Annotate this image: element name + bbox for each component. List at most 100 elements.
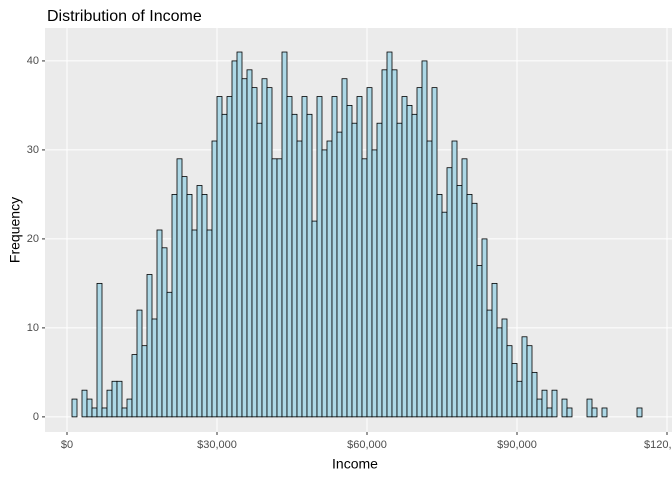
bar [326,140,333,418]
bar [561,398,568,418]
y-tick-label: 20 [27,233,39,245]
bar [466,194,473,418]
bar [106,389,113,418]
x-tick-label: $0 [61,439,73,451]
plot-area [45,28,672,432]
bar [176,158,183,418]
bar [351,122,358,418]
bar [151,318,158,418]
bar [216,96,223,418]
bar [266,87,273,418]
bar [366,87,373,418]
bar [71,398,78,418]
bar [451,140,458,418]
bar [546,407,553,418]
bar [446,167,453,418]
bar [136,309,143,418]
bar [486,309,493,418]
bar [161,247,168,418]
bar [396,122,403,418]
y-axis-label: Frequency [7,197,23,263]
bar [346,105,353,418]
bar [306,113,313,418]
bar [381,69,388,418]
bar [116,380,123,418]
bar [536,398,543,418]
bar [96,282,103,418]
bar [241,78,248,418]
bar [516,380,523,418]
bar [221,113,228,418]
x-tick-label: $30,000 [197,439,237,451]
bar [286,96,293,418]
bar [261,78,268,418]
bar [586,398,593,418]
bar [291,113,298,418]
bar [421,60,428,418]
bar [481,238,488,418]
x-tick-label: $60,000 [347,439,387,451]
bar [141,345,148,418]
bar [271,158,278,418]
bar [171,194,178,418]
bar [336,131,343,418]
bar [146,274,153,418]
bar [81,389,88,418]
bar [401,96,408,418]
bar [551,389,558,418]
bar [301,96,308,418]
bar [636,407,643,418]
bar [471,202,478,418]
bar [111,380,118,418]
chart-title: Distribution of Income [47,8,202,25]
bar [316,96,323,418]
bar [436,194,443,418]
bar [371,149,378,418]
bar [121,407,128,418]
bar [341,78,348,418]
bar [91,407,98,418]
y-tick-label: 40 [27,55,39,67]
bar [431,87,438,418]
bar [361,158,368,418]
bar [251,87,258,418]
bar [566,407,573,418]
y-tick-label: 10 [27,322,39,334]
bar [246,69,253,418]
bar [321,149,328,418]
bar [201,194,208,418]
bar [231,60,238,418]
bar [416,87,423,418]
bar [406,105,413,418]
y-tick-label: 0 [33,411,39,423]
bar [501,318,508,418]
bar [426,140,433,418]
bar [236,51,243,418]
bar [461,158,468,418]
bar [206,229,213,418]
bar [311,220,318,418]
bar [211,140,218,418]
bar [256,122,263,418]
bar [226,96,233,418]
bar [156,229,163,418]
bar [391,69,398,418]
bar [356,96,363,418]
y-tick-label: 30 [27,144,39,156]
bar [86,398,93,418]
bar [456,185,463,418]
bar [531,371,538,418]
bar [511,363,518,418]
bar [591,407,598,418]
bar [541,389,548,418]
bar [441,211,448,418]
bar [496,327,503,418]
bar [521,336,528,418]
bar [386,51,393,418]
bar [101,407,108,418]
x-tick-label: $90,000 [497,439,537,451]
bar [186,194,193,418]
bar [126,398,133,418]
bar [296,140,303,418]
bar [601,407,608,418]
